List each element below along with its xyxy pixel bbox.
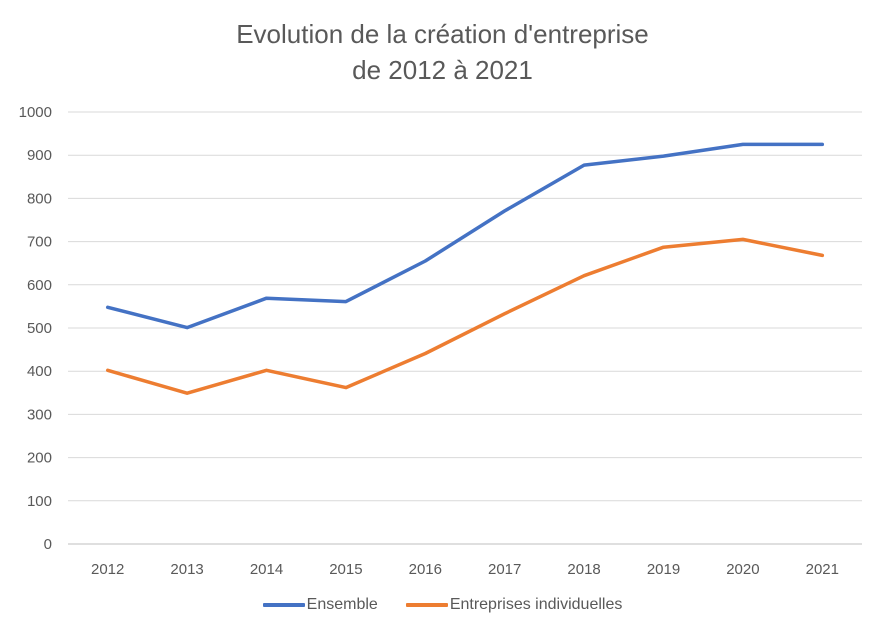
y-tick-label: 1000 [19, 104, 52, 121]
x-tick-label: 2015 [329, 561, 362, 578]
y-tick-label: 800 [27, 190, 52, 207]
y-axis-tick-labels: 0 100 200 300 400 500 600 700 800 900 1000 [19, 104, 52, 553]
y-tick-label: 300 [27, 406, 52, 423]
x-axis-tick-labels: 2012 2013 2014 2015 2016 2017 2018 2019 2020 2021 [91, 561, 839, 578]
y-tick-label: 900 [27, 147, 52, 164]
x-tick-label: 2012 [91, 561, 124, 578]
chart-title-line-1: Evolution de la création d'entreprise [236, 19, 649, 49]
x-tick-label: 2019 [647, 561, 680, 578]
x-tick-label: 2021 [806, 561, 839, 578]
chart-title: Evolution de la création d'entreprise de… [0, 16, 885, 88]
y-tick-label: 600 [27, 277, 52, 294]
x-tick-label: 2018 [567, 561, 600, 578]
x-tick-label: 2013 [170, 561, 203, 578]
legend-swatch-ensemble [262, 603, 305, 607]
legend-item-ensemble: Ensemble [262, 596, 378, 614]
series-line-ensemble [105, 142, 825, 330]
x-tick-label: 2017 [488, 561, 521, 578]
x-tick-label: 2016 [409, 561, 442, 578]
legend-label-entreprises-individuelles: Entreprises individuelles [449, 596, 623, 613]
y-tick-label: 500 [27, 320, 52, 337]
x-tick-label: 2014 [250, 561, 283, 578]
series-lines [105, 142, 825, 395]
legend-item-entreprises-individuelles: Entreprises individuelles [405, 596, 623, 614]
y-tick-label: 700 [27, 234, 52, 251]
y-tick-label: 400 [27, 363, 52, 380]
chart-title-line-2: de 2012 à 2021 [352, 55, 533, 85]
legend-swatch-entreprises-individuelles [405, 603, 448, 607]
series-line-entreprises-individuelles [105, 237, 825, 395]
x-tick-label: 2020 [726, 561, 759, 578]
chart-legend: Ensemble Entreprises individuelles [0, 596, 885, 614]
legend-label-ensemble: Ensemble [306, 596, 378, 613]
y-tick-label: 100 [27, 493, 52, 510]
y-tick-label: 200 [27, 450, 52, 467]
y-tick-label: 0 [44, 536, 52, 553]
